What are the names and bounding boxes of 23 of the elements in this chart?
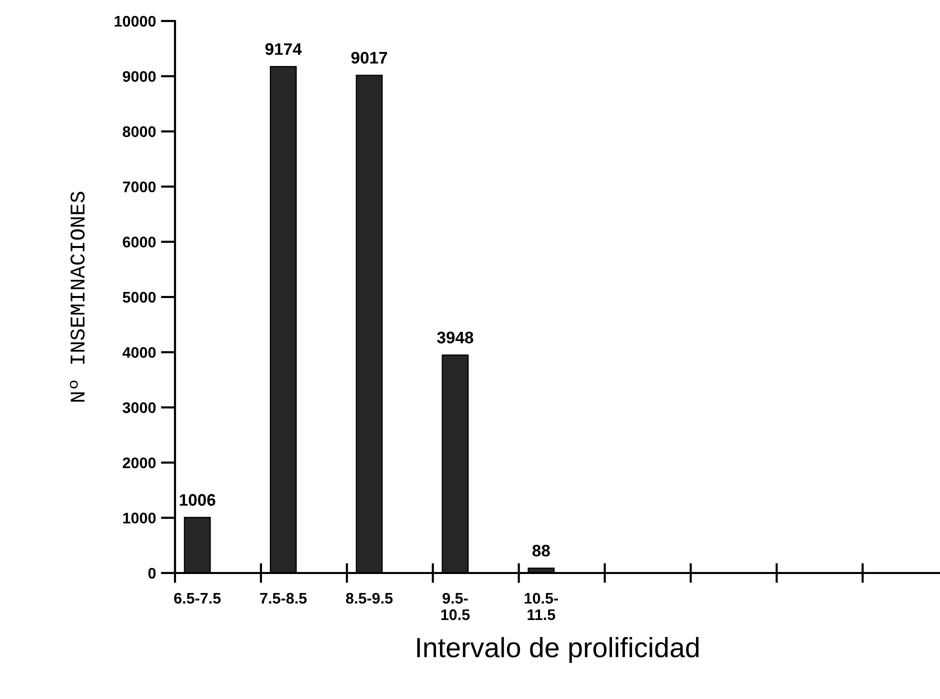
x-tick-label: 10.5- 11.5	[524, 592, 558, 620]
y-tick-label: 0	[148, 568, 156, 579]
y-tick-label: 8000	[122, 126, 156, 138]
y-tick-label: 6000	[122, 236, 156, 248]
data-label: 1006	[180, 494, 216, 506]
y-tick-label: 4000	[122, 347, 156, 358]
y-tick-label: 7000	[122, 181, 156, 192]
y-tick-label: 3000	[122, 402, 156, 414]
x-tick-label: 9.5- 10.5	[441, 592, 470, 620]
x-axis-title: Intervalo de prolificidad	[417, 637, 699, 663]
x-tick-label: 8.5-9.5	[346, 592, 393, 604]
data-label: 88	[532, 544, 550, 557]
data-label: 3948	[437, 332, 474, 344]
x-tick-label: 6.5-7.5	[174, 592, 221, 604]
y-tick-label: 9000	[122, 71, 156, 82]
x-tick-label: 7.5-8.5	[260, 592, 307, 604]
y-axis-title: Nº INSEMINACIONES	[70, 192, 85, 402]
data-label: 9174	[265, 43, 302, 55]
y-tick-label: 10000	[114, 16, 156, 27]
data-label: 9017	[351, 52, 388, 64]
y-tick-label: 1000	[123, 512, 156, 524]
y-tick-label: 2000	[122, 457, 156, 468]
y-tick-label: 5000	[122, 292, 156, 303]
